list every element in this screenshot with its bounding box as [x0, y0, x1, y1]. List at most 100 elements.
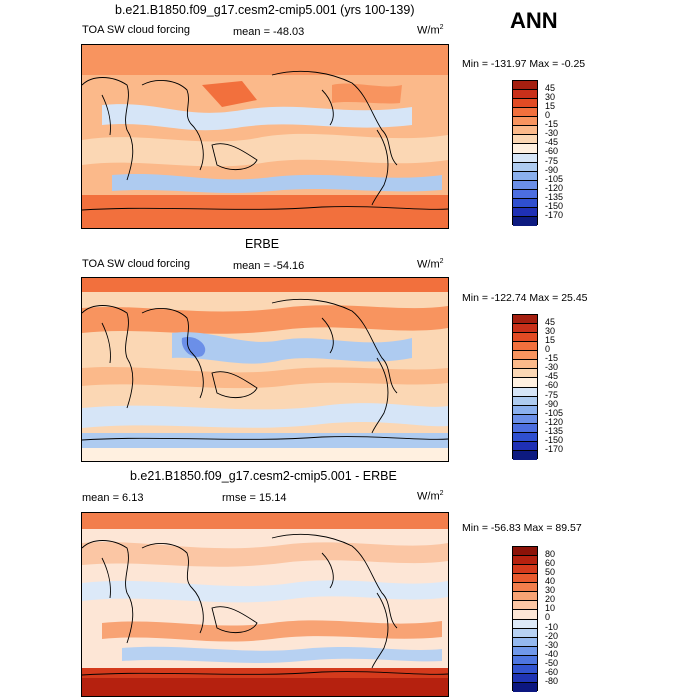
panel3-units: W/m2 [417, 490, 444, 503]
panel3-tick-label: -40 [545, 648, 559, 659]
panel3-tick-label: 80 [545, 549, 556, 559]
panel1-units: W/m2 [417, 24, 444, 37]
panel2-swatch [513, 360, 537, 370]
panel1-mean: mean = -48.03 [233, 26, 305, 38]
panel3-tick-label: -60 [545, 666, 559, 677]
panel2-tick-label: 15 [545, 335, 556, 346]
panel1-tick-label: -170 [545, 209, 564, 220]
panel1-tick-label: 45 [545, 83, 556, 93]
panel2-swatch [513, 333, 537, 343]
panel1-swatch [513, 81, 537, 91]
panel1-swatch [513, 180, 537, 190]
panel2-colorbar-labels: 45 30 15 0 -15 -30 -45 -60 -75 -90 -105 … [545, 317, 564, 454]
panel2-swatch [513, 378, 537, 388]
panel3-swatch [513, 628, 537, 638]
panel2-tick-label: -45 [545, 371, 559, 382]
panel3-swatch [513, 556, 537, 566]
panel2-swatch [513, 405, 537, 415]
coastlines [82, 298, 448, 441]
panel2-swatch [513, 387, 537, 397]
panel1-swatch [513, 90, 537, 100]
coastlines [82, 70, 448, 211]
panel3-tick-label: 20 [545, 594, 556, 605]
panel2-tick-label: -120 [545, 416, 564, 427]
panel3-colorbar [512, 546, 538, 692]
panel2-swatch [513, 432, 537, 442]
panel3-tick-label: 60 [545, 558, 556, 569]
panel1-swatch [513, 153, 537, 163]
panel1-swatch [513, 99, 537, 109]
panel2-colorbar [512, 314, 538, 460]
panel1-swatch [513, 126, 537, 136]
panel3-swatch [513, 655, 537, 665]
coastlines [82, 533, 448, 676]
panel1-map-canvas [82, 45, 448, 228]
panel1-swatch [513, 144, 537, 154]
panel1-tick-label: -90 [545, 164, 559, 175]
panel2-tick-label: -30 [545, 362, 559, 373]
panel1-map [81, 44, 449, 229]
panel1-tick-label: -60 [545, 146, 559, 157]
panel2-swatch [513, 324, 537, 334]
panel2-map [81, 277, 449, 462]
panel2-tick-label: -90 [545, 398, 559, 409]
panel1-swatch [513, 207, 537, 217]
panel2-swatch [513, 351, 537, 361]
panel2-swatch [513, 369, 537, 379]
panel1-tick-label: -105 [545, 173, 564, 184]
panel1-tick-label: 30 [545, 92, 556, 103]
panel1-colorbar [512, 80, 538, 226]
panel3-tick-label: -50 [545, 657, 559, 668]
panel3-swatch [513, 637, 537, 647]
panel1-tick-label: 0 [545, 110, 551, 121]
panel1-swatch [513, 171, 537, 181]
panel2-tick-label: 45 [545, 317, 556, 327]
panel2-mean: mean = -54.16 [233, 260, 305, 272]
panel2-swatch [513, 423, 537, 433]
panel2-units: W/m2 [417, 258, 444, 271]
panel1-minmax: Min = -131.97 Max = -0.25 [462, 58, 586, 70]
panel3-minmax: Min = -56.83 Max = 89.57 [462, 522, 582, 534]
panel3-tick-label: -80 [545, 675, 559, 686]
panel1-tick-label: -75 [545, 155, 559, 166]
panel3-swatch [513, 682, 537, 692]
panel3-swatch [513, 601, 537, 611]
panel1-swatch [513, 216, 537, 226]
panel1-tick-label: 15 [545, 101, 556, 112]
panel2-map-canvas [82, 278, 448, 461]
panel1-colorbar-labels: 45 30 15 0 -15 -30 -45 -60 -75 -90 -105 … [545, 83, 564, 220]
panel2-tick-label: -60 [545, 380, 559, 391]
panel2-title: ERBE [245, 237, 280, 251]
panel2-tick-label: -170 [545, 443, 564, 454]
panel1-swatch [513, 117, 537, 127]
panel3-swatch [513, 547, 537, 557]
panel2-swatch [513, 414, 537, 424]
panel2-swatch [513, 450, 537, 460]
panel3-swatch [513, 646, 537, 656]
panel2-tick-label: 0 [545, 344, 551, 355]
panel3-tick-label: 50 [545, 567, 556, 578]
panel1-variable: TOA SW cloud forcing [82, 24, 191, 36]
panel3-tick-label: 30 [545, 585, 556, 596]
panel2-tick-label: -15 [545, 353, 559, 364]
panel3-tick-label: 10 [545, 603, 556, 614]
panel3-colorbar-labels: 80 60 50 40 30 20 10 0 -10 -20 -30 -40 -… [545, 549, 559, 686]
panel2-tick-label: -150 [545, 434, 564, 445]
panel3-swatch [513, 592, 537, 602]
panel2-minmax: Min = -122.74 Max = 25.45 [462, 292, 588, 304]
panel1-swatch [513, 189, 537, 199]
panel3-mean: mean = 6.13 [82, 492, 144, 504]
panel2-tick-label: -105 [545, 407, 564, 418]
panel3-tick-label: 40 [545, 576, 556, 587]
panel3-map [81, 512, 449, 697]
panel3-map-canvas [82, 513, 448, 696]
panel1-swatch [513, 108, 537, 118]
panel1-tick-label: -135 [545, 191, 564, 202]
panel3-tick-label: 0 [545, 612, 551, 623]
panel2-variable: TOA SW cloud forcing [82, 258, 191, 270]
panel1-tick-label: -150 [545, 200, 564, 211]
panel3-swatch [513, 610, 537, 620]
panel1-tick-label: -120 [545, 182, 564, 193]
panel2-swatch [513, 396, 537, 406]
season-label: ANN [510, 8, 558, 33]
